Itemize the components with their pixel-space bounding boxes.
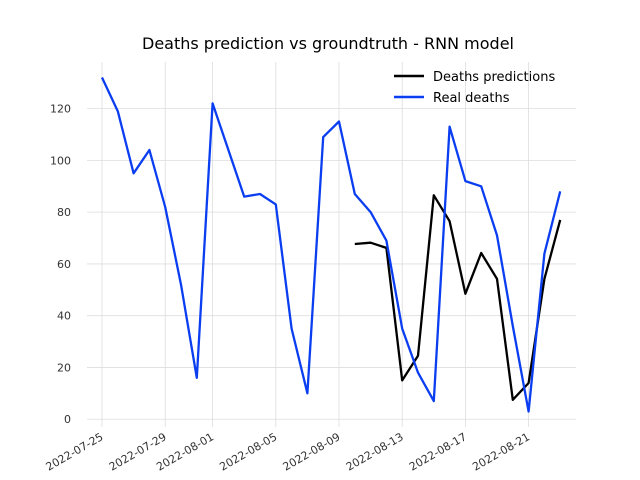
series-lines [100,77,562,413]
x-tick-label: 2022-08-21 [470,430,532,473]
y-tick-label: 60 [57,258,71,271]
chart-title: Deaths prediction vs groundtruth - RNN m… [142,34,514,53]
legend-label-real: Real deaths [433,91,510,106]
legend: Deaths predictions Real deaths [394,70,555,106]
predictions-line [354,194,562,401]
x-tick-label: 2022-07-25 [44,430,106,473]
y-tick-label: 100 [50,154,71,167]
y-axis-ticks: 0 20 40 60 80 100 120 [50,103,71,427]
y-tick-label: 40 [57,310,71,323]
real-deaths-line [100,77,562,413]
y-tick-label: 120 [50,103,71,116]
legend-label-predictions: Deaths predictions [433,70,555,85]
x-tick-label: 2022-08-05 [217,430,279,473]
grid [87,62,576,427]
x-tick-label: 2022-08-17 [407,430,469,473]
y-tick-label: 20 [57,361,71,374]
y-tick-label: 0 [64,413,71,426]
x-tick-label: 2022-08-13 [344,430,406,473]
x-tick-label: 2022-08-09 [281,430,343,473]
y-tick-label: 80 [57,206,71,219]
